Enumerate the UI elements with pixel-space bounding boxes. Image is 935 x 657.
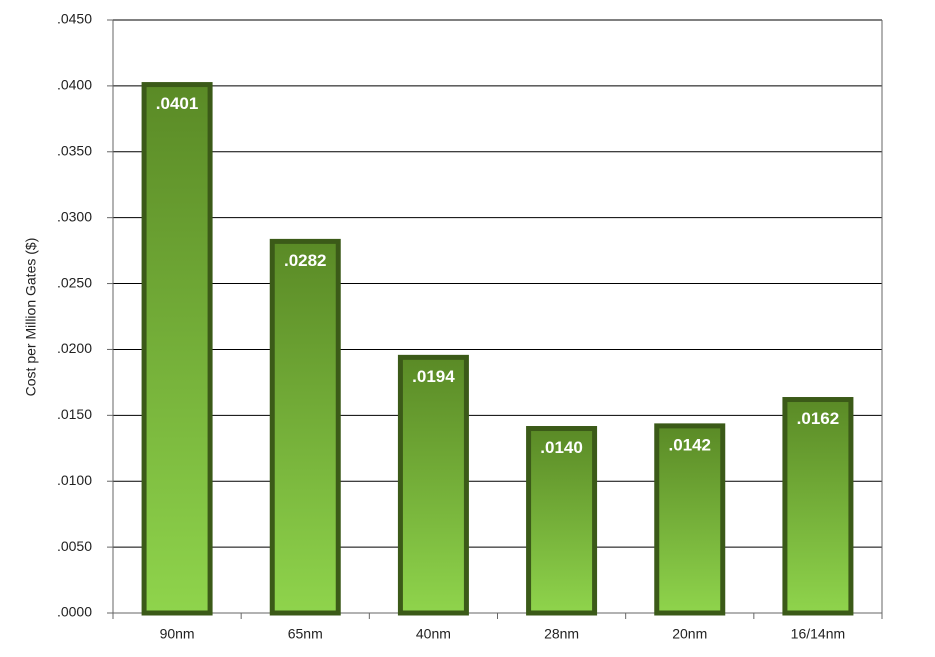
- bar: [397, 354, 469, 616]
- y-tick-label: .0450: [57, 11, 92, 27]
- y-tick-label: .0400: [57, 77, 92, 93]
- x-tick-label: 90nm: [160, 626, 195, 642]
- bar: [141, 82, 213, 616]
- x-tick-label: 40nm: [416, 626, 451, 642]
- bar: [782, 397, 854, 616]
- y-tick-label: .0200: [57, 340, 92, 356]
- bar: [269, 238, 341, 616]
- x-tick-label: 28nm: [544, 626, 579, 642]
- value-label: .0142: [668, 435, 711, 454]
- x-tick-label: 20nm: [672, 626, 707, 642]
- x-tick-label: 16/14nm: [791, 626, 845, 642]
- value-label: .0140: [540, 438, 583, 457]
- y-tick-label: .0300: [57, 208, 92, 224]
- bar: [654, 423, 726, 616]
- y-tick-label: .0050: [57, 538, 92, 554]
- y-tick-label: .0000: [57, 604, 92, 620]
- y-tick-label: .0100: [57, 472, 92, 488]
- y-tick-label: .0250: [57, 274, 92, 290]
- value-label: .0282: [284, 251, 327, 270]
- y-tick-label: .0150: [57, 406, 92, 422]
- value-label: .0162: [797, 409, 840, 428]
- y-axis-label: Cost per Million Gates ($): [23, 238, 39, 397]
- y-tick-label: .0350: [57, 142, 92, 158]
- value-label: .0194: [412, 367, 455, 386]
- value-label: .0401: [156, 94, 199, 113]
- bar: [526, 426, 598, 616]
- x-tick-label: 65nm: [288, 626, 323, 642]
